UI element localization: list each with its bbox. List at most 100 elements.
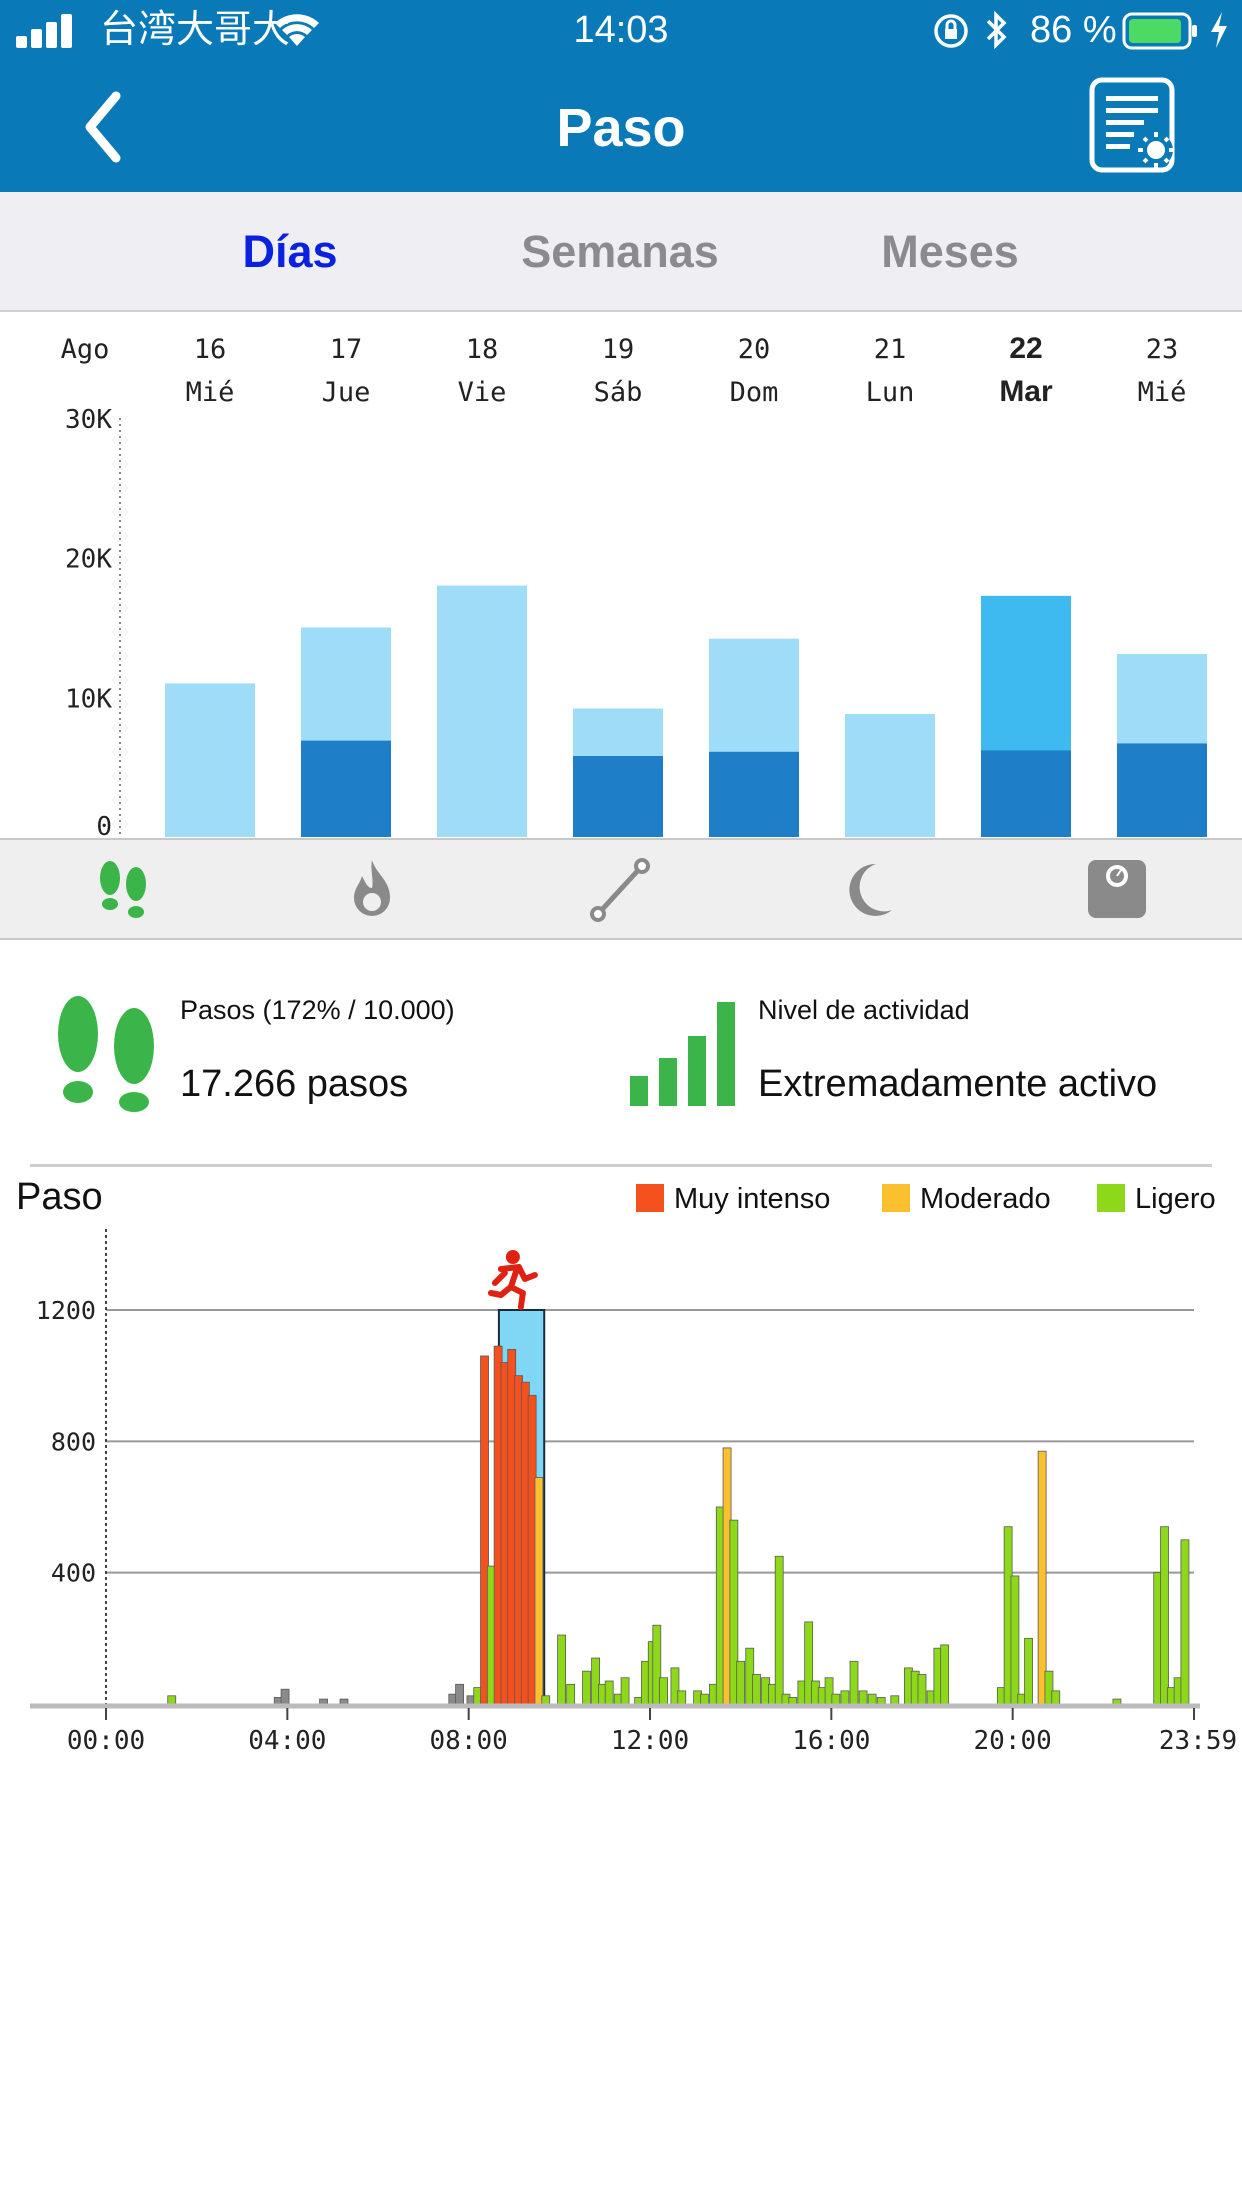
charging-icon bbox=[1211, 12, 1227, 48]
bar-segment[interactable] bbox=[1117, 743, 1207, 837]
x-tick-label: 00:00 bbox=[67, 1726, 145, 1756]
month-label: Ago bbox=[61, 334, 110, 365]
step-bar bbox=[788, 1697, 798, 1705]
bar-segment[interactable] bbox=[981, 750, 1071, 837]
step-bar bbox=[1160, 1526, 1169, 1705]
chevron-left-icon bbox=[85, 91, 121, 163]
x-tick-weekday[interactable]: Mié bbox=[186, 377, 235, 408]
legend-label: Ligero bbox=[1135, 1183, 1216, 1215]
chart-title: Paso bbox=[16, 1176, 103, 1218]
x-tick-weekday[interactable]: Dom bbox=[730, 377, 779, 408]
page-title: Paso bbox=[556, 98, 686, 158]
y-tick-label: 30K bbox=[65, 405, 112, 435]
steps-value: 17.266 pasos bbox=[180, 1063, 409, 1105]
tab-semanas[interactable]: Semanas bbox=[521, 226, 719, 277]
bar-segment[interactable] bbox=[709, 751, 799, 837]
step-bar bbox=[849, 1660, 859, 1705]
runner-head bbox=[505, 1250, 520, 1264]
period-tabs: Días Semanas Meses bbox=[0, 192, 1242, 312]
x-tick-weekday[interactable]: Mar bbox=[999, 375, 1053, 408]
x-tick-label: 16:00 bbox=[792, 1726, 870, 1756]
status-time: 14:03 bbox=[573, 9, 669, 51]
bar-total[interactable] bbox=[845, 714, 935, 837]
x-tick-day[interactable]: 18 bbox=[466, 334, 499, 365]
x-tick-label: 12:00 bbox=[611, 1726, 689, 1756]
x-tick-day[interactable]: 17 bbox=[330, 334, 363, 365]
battery-icon bbox=[1122, 12, 1197, 50]
metric-sleep-button[interactable] bbox=[832, 854, 904, 926]
step-bar bbox=[1051, 1690, 1061, 1705]
y-tick-label: 20K bbox=[65, 545, 112, 575]
legend-label: Muy intenso bbox=[674, 1183, 830, 1215]
moon-icon bbox=[849, 863, 892, 916]
x-tick-day[interactable]: 23 bbox=[1146, 334, 1179, 365]
x-tick-day[interactable]: 19 bbox=[602, 334, 635, 365]
distance-icon bbox=[590, 858, 650, 922]
step-bar bbox=[319, 1698, 329, 1705]
x-tick-label: 23:59 bbox=[1159, 1726, 1237, 1756]
x-tick-day[interactable]: 20 bbox=[738, 334, 771, 365]
metric-distance-button[interactable] bbox=[584, 854, 656, 926]
step-bar bbox=[557, 1634, 566, 1705]
footsteps-icon bbox=[100, 861, 146, 918]
metric-selector bbox=[0, 838, 1242, 940]
legend-swatch bbox=[636, 1184, 664, 1212]
x-tick-label: 04:00 bbox=[248, 1726, 326, 1756]
x-tick-day[interactable]: 16 bbox=[194, 334, 227, 365]
step-bar bbox=[940, 1644, 950, 1705]
y-tick-label: 800 bbox=[51, 1427, 96, 1456]
activity-level-label: Nivel de actividad bbox=[758, 995, 970, 1025]
step-bar bbox=[831, 1693, 841, 1705]
tab-meses[interactable]: Meses bbox=[881, 226, 1019, 277]
runner-body bbox=[487, 1264, 538, 1310]
hourly-steps-chart: Paso Muy intenso Moderado Ligero 400 800 1200 0… bbox=[16, 1176, 1237, 1756]
metric-weight-button[interactable] bbox=[1080, 854, 1152, 926]
step-bar bbox=[1037, 1450, 1047, 1705]
carrier-name: 台湾大哥大 bbox=[100, 9, 291, 51]
y-tick-label: 0 bbox=[96, 812, 112, 838]
step-bar bbox=[620, 1677, 630, 1705]
report-button[interactable] bbox=[1088, 76, 1184, 176]
x-tick-label: 20:00 bbox=[974, 1726, 1052, 1756]
bar-segment[interactable] bbox=[573, 755, 663, 837]
step-bar bbox=[1180, 1539, 1190, 1705]
metric-steps-button[interactable] bbox=[88, 854, 160, 926]
bar-total[interactable] bbox=[165, 683, 255, 837]
footprints-icon bbox=[58, 996, 154, 1112]
tab-dias[interactable]: Días bbox=[242, 226, 338, 277]
scale-icon bbox=[1088, 860, 1146, 918]
step-bar bbox=[890, 1695, 900, 1705]
y-tick-label: 400 bbox=[51, 1559, 96, 1588]
x-tick-label: 08:00 bbox=[430, 1726, 508, 1756]
status-bar: 台湾大哥大 14:03 86 % bbox=[0, 0, 1242, 62]
x-tick-day[interactable]: 22 bbox=[1009, 332, 1042, 365]
step-bar bbox=[280, 1688, 290, 1705]
nav-bar: Paso bbox=[0, 62, 1242, 192]
metric-calories-button[interactable] bbox=[336, 854, 408, 926]
x-tick-weekday[interactable]: Vie bbox=[458, 377, 507, 408]
daily-steps-chart: 0 10K 20K 30K Ago 16 Mié 17 Jue 18 Vie 19 Sáb 20 Dom 21… bbox=[61, 332, 1207, 838]
signal-icon bbox=[16, 14, 72, 48]
bluetooth-icon bbox=[986, 10, 1007, 50]
step-bar bbox=[752, 1674, 761, 1705]
x-tick-day[interactable]: 21 bbox=[874, 334, 907, 365]
step-bar bbox=[736, 1660, 746, 1705]
bar-total[interactable] bbox=[437, 585, 527, 837]
legend-swatch bbox=[1097, 1184, 1125, 1212]
step-bar bbox=[917, 1674, 927, 1705]
step-bar bbox=[774, 1555, 784, 1705]
x-tick-weekday[interactable]: Sáb bbox=[594, 377, 643, 408]
y-tick-label: 1200 bbox=[36, 1296, 96, 1325]
x-tick-weekday[interactable]: Mié bbox=[1138, 377, 1187, 408]
back-button[interactable] bbox=[70, 84, 150, 170]
bar-segment[interactable] bbox=[301, 740, 391, 837]
step-bar bbox=[677, 1690, 687, 1705]
step-bar bbox=[1112, 1698, 1122, 1705]
report-settings-icon bbox=[1089, 77, 1175, 173]
activity-level-value: Extremadamente activo bbox=[758, 1063, 1158, 1105]
x-tick-weekday[interactable]: Lun bbox=[866, 377, 915, 408]
x-tick-weekday[interactable]: Jue bbox=[322, 377, 371, 408]
running-icon bbox=[487, 1250, 538, 1310]
activity-level-icon bbox=[630, 1002, 735, 1106]
step-bar bbox=[455, 1683, 465, 1705]
